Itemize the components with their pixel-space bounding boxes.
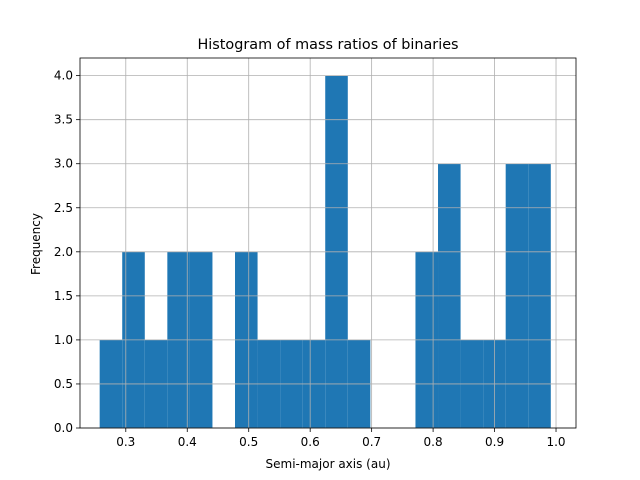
y-tick-label: 2.5 xyxy=(54,201,73,215)
axes xyxy=(79,57,577,429)
x-tick-label: 0.5 xyxy=(239,435,258,449)
y-tick-label: 3.0 xyxy=(54,157,73,171)
x-axis-label: Semi-major axis (au) xyxy=(266,457,391,471)
x-tick-label: 0.7 xyxy=(362,435,381,449)
y-tick-label: 4.0 xyxy=(54,69,73,83)
y-tick-label: 0.5 xyxy=(54,377,73,391)
x-tick-label: 0.4 xyxy=(178,435,197,449)
chart-title: Histogram of mass ratios of binaries xyxy=(197,37,458,53)
y-tick-label: 1.5 xyxy=(54,289,73,303)
grid xyxy=(80,58,576,429)
y-tick-label: 0.0 xyxy=(54,421,73,435)
plot-frame xyxy=(79,57,577,429)
y-ticks: 0.0 0.5 1.0 1.5 2.0 2.5 3.0 3.5 4.0 xyxy=(54,69,80,435)
x-tick-label: 0.6 xyxy=(301,435,320,449)
x-ticks: 0.3 0.4 0.5 0.6 0.7 0.8 0.9 1.0 xyxy=(116,428,566,449)
x-tick-label: 0.9 xyxy=(485,435,504,449)
x-tick-label: 0.8 xyxy=(424,435,443,449)
x-tick-label: 0.3 xyxy=(116,435,135,449)
y-tick-label: 2.0 xyxy=(54,245,73,259)
x-tick-label: 1.0 xyxy=(546,435,565,449)
y-axis-label: Frequency xyxy=(29,213,43,275)
y-tick-label: 1.0 xyxy=(54,333,73,347)
y-tick-label: 3.5 xyxy=(54,113,73,127)
